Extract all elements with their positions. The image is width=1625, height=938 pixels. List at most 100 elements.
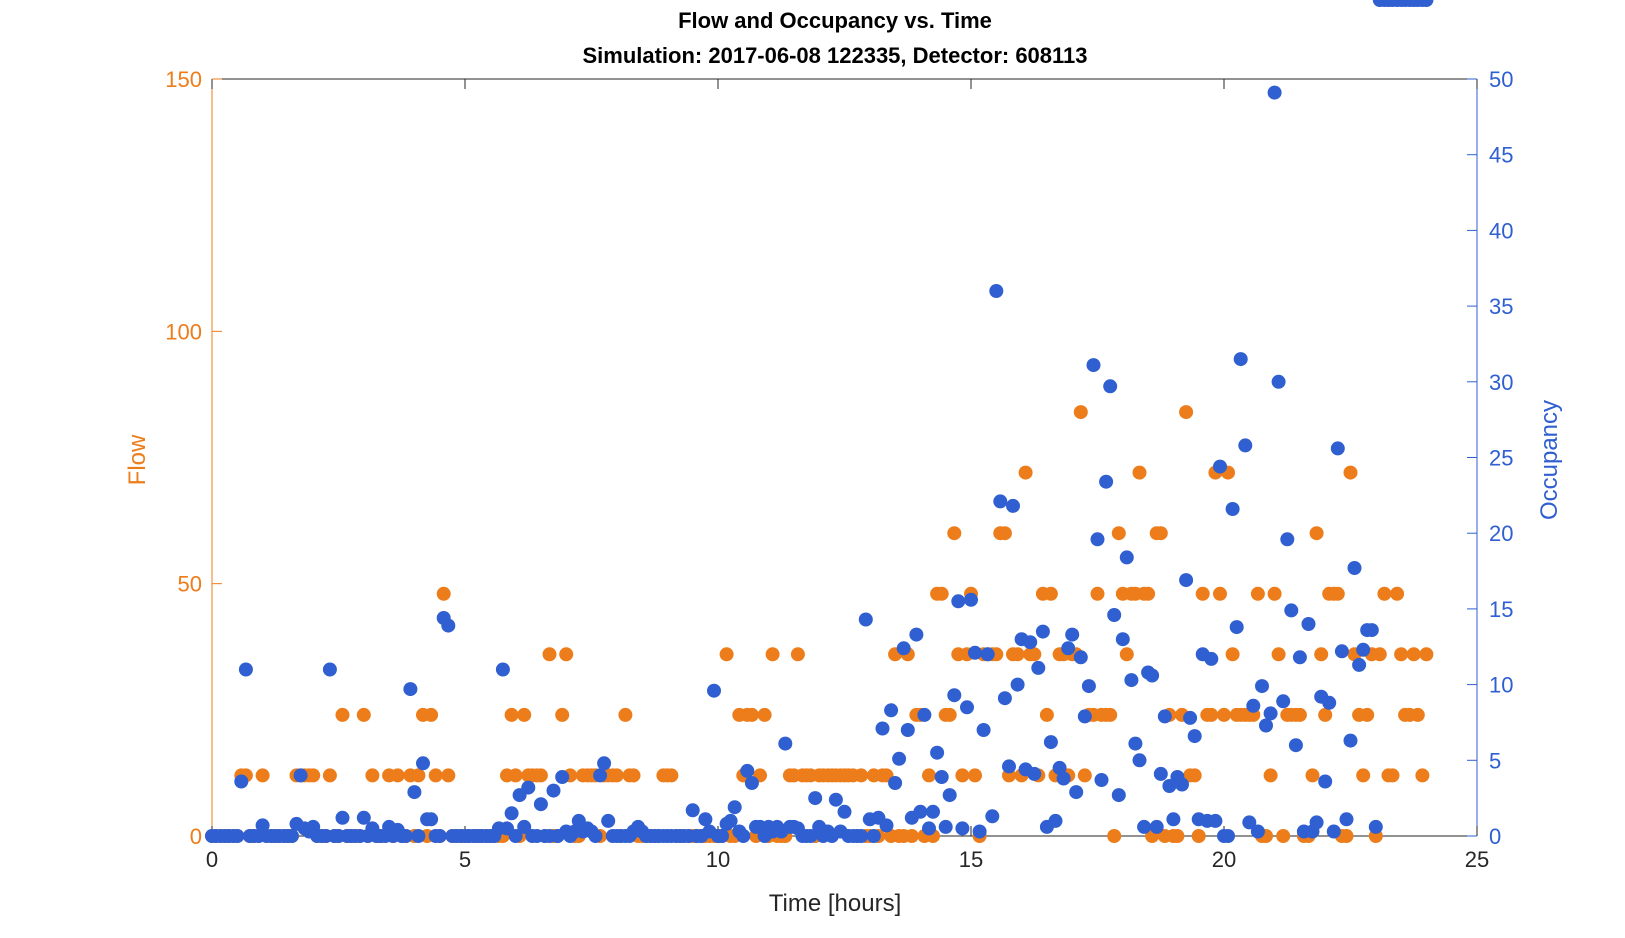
y-right-tick-label: 0 xyxy=(1489,824,1501,849)
flow-point xyxy=(1191,829,1206,843)
occupancy-point xyxy=(495,662,510,677)
y-left-tick-label: 100 xyxy=(165,319,202,344)
occupancy-point xyxy=(685,803,700,818)
occupancy-point xyxy=(1246,698,1261,713)
y-right-tick-label: 10 xyxy=(1489,673,1513,698)
occupancy-point xyxy=(293,768,308,783)
occupancy-point xyxy=(1242,815,1257,830)
occupancy-point xyxy=(1271,374,1286,389)
flow-point xyxy=(1153,526,1168,541)
occupancy-point xyxy=(1132,753,1147,768)
flow-point xyxy=(1314,647,1329,662)
occupancy-point xyxy=(964,592,978,607)
occupancy-point xyxy=(900,723,915,737)
occupancy-point xyxy=(1115,632,1130,647)
flow-point xyxy=(934,586,949,601)
flow-point xyxy=(1213,586,1227,601)
occupancy-point xyxy=(441,618,456,633)
occupancy-point xyxy=(1107,608,1122,622)
occupancy-point xyxy=(1027,766,1042,781)
flow-point xyxy=(790,647,805,662)
occupancy-point xyxy=(1149,819,1164,834)
flow-point xyxy=(1132,465,1147,480)
flow-point xyxy=(1372,647,1387,662)
occupancy-point xyxy=(858,612,873,627)
flow-point xyxy=(609,768,624,783)
occupancy-point xyxy=(1124,673,1139,688)
flow-point xyxy=(436,586,451,601)
flow-point xyxy=(1170,829,1185,843)
flow-point xyxy=(428,768,443,783)
flow-point xyxy=(1103,707,1118,722)
occupancy-point xyxy=(1175,777,1189,792)
flow-point xyxy=(942,707,957,722)
occupancy-point xyxy=(1284,603,1299,618)
flow-point xyxy=(1043,586,1058,601)
occupancy-point xyxy=(1238,438,1253,453)
occupancy-point xyxy=(1343,733,1358,748)
flow-point xyxy=(719,647,734,662)
flow-point xyxy=(854,768,869,783)
y-right-tick-label: 40 xyxy=(1489,218,1513,243)
occupancy-series xyxy=(205,0,1434,843)
occupancy-point xyxy=(1002,759,1016,774)
occupancy-point xyxy=(740,763,755,778)
occupancy-point xyxy=(808,791,823,806)
occupancy-point xyxy=(698,812,713,827)
y-right-tick-label: 20 xyxy=(1489,521,1513,546)
flow-point xyxy=(1107,829,1122,843)
occupancy-point xyxy=(976,723,991,737)
occupancy-point xyxy=(517,819,532,834)
occupancy-point xyxy=(972,824,987,839)
occupancy-point xyxy=(407,785,422,800)
flow-point xyxy=(1187,768,1202,783)
occupancy-point xyxy=(778,736,793,751)
flow-point xyxy=(1073,405,1088,420)
y-right-tick-label: 30 xyxy=(1489,370,1513,395)
flow-point xyxy=(1267,586,1282,601)
occupancy-point xyxy=(909,627,924,642)
occupancy-point xyxy=(1267,85,1282,100)
occupancy-point xyxy=(1035,624,1050,639)
flow-point xyxy=(1018,465,1033,480)
occupancy-point xyxy=(1301,617,1316,631)
flow-point xyxy=(744,707,759,722)
occupancy-point xyxy=(1006,498,1020,513)
occupancy-point xyxy=(1183,710,1198,725)
flow-point xyxy=(1204,707,1219,722)
flow-point xyxy=(1385,768,1400,783)
occupancy-point xyxy=(1103,379,1118,394)
occupancy-point xyxy=(1119,550,1134,565)
occupancy-point xyxy=(1052,760,1067,775)
flow-point xyxy=(1179,405,1194,420)
occupancy-point xyxy=(955,821,970,836)
occupancy-point xyxy=(1043,735,1058,750)
occupancy-point xyxy=(1318,774,1333,789)
occupancy-point xyxy=(1330,441,1345,456)
occupancy-point xyxy=(1309,815,1324,830)
occupancy-point xyxy=(398,829,413,843)
flow-point xyxy=(947,526,962,541)
occupancy-point xyxy=(1263,706,1278,721)
flow-point xyxy=(1271,647,1286,662)
flow-point xyxy=(1090,586,1105,601)
flow-point xyxy=(306,768,321,783)
flow-point xyxy=(618,707,633,722)
occupancy-point xyxy=(546,783,561,798)
occupancy-point xyxy=(1208,813,1223,828)
flow-point xyxy=(365,768,380,783)
y-right-tick-label: 35 xyxy=(1489,294,1513,319)
occupancy-point xyxy=(416,756,430,771)
occupancy-point xyxy=(875,721,890,736)
occupancy-point xyxy=(411,829,426,843)
flow-point xyxy=(1309,526,1324,541)
occupancy-point xyxy=(892,751,907,766)
occupancy-point xyxy=(727,800,742,815)
flow-point xyxy=(997,526,1012,541)
flow-point xyxy=(555,707,570,722)
occupancy-point xyxy=(942,788,957,803)
occupancy-point xyxy=(993,494,1008,509)
occupancy-point xyxy=(238,662,253,677)
occupancy-point xyxy=(997,691,1012,706)
